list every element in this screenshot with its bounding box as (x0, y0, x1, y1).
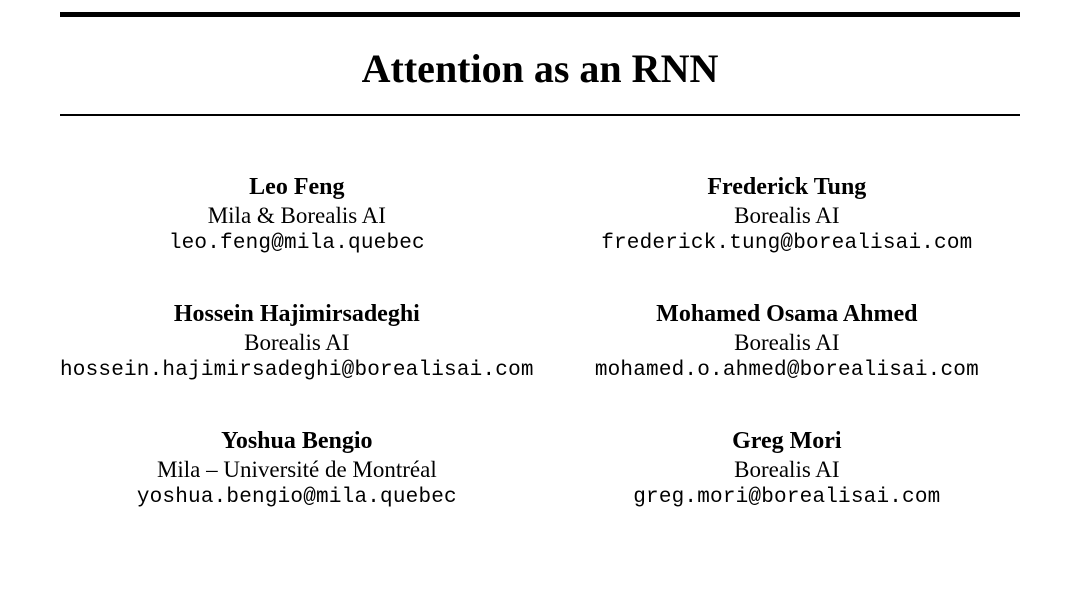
author-affiliation: Mila & Borealis AI (60, 202, 534, 231)
author-name: Frederick Tung (554, 172, 1020, 202)
author-name: Greg Mori (554, 426, 1020, 456)
author-affiliation: Borealis AI (554, 202, 1020, 231)
author-name: Leo Feng (60, 172, 534, 202)
author-email: frederick.tung@borealisai.com (554, 231, 1020, 257)
author-name: Hossein Hajimirsadeghi (60, 299, 534, 329)
author-email: hossein.hajimirsadeghi@borealisai.com (60, 358, 534, 384)
author-affiliation: Borealis AI (60, 329, 534, 358)
paper-title: Attention as an RNN (60, 45, 1020, 92)
author-block: Yoshua Bengio Mila – Université de Montr… (60, 426, 534, 511)
mid-rule (60, 114, 1020, 116)
author-block: Mohamed Osama Ahmed Borealis AI mohamed.… (554, 299, 1020, 384)
author-block: Leo Feng Mila & Borealis AI leo.feng@mil… (60, 172, 534, 257)
author-name: Yoshua Bengio (60, 426, 534, 456)
author-email: yoshua.bengio@mila.quebec (60, 485, 534, 511)
author-block: Greg Mori Borealis AI greg.mori@borealis… (554, 426, 1020, 511)
author-email: greg.mori@borealisai.com (554, 485, 1020, 511)
author-email: mohamed.o.ahmed@borealisai.com (554, 358, 1020, 384)
author-block: Frederick Tung Borealis AI frederick.tun… (554, 172, 1020, 257)
author-email: leo.feng@mila.quebec (60, 231, 534, 257)
author-name: Mohamed Osama Ahmed (554, 299, 1020, 329)
author-affiliation: Borealis AI (554, 456, 1020, 485)
author-affiliation: Borealis AI (554, 329, 1020, 358)
author-affiliation: Mila – Université de Montréal (60, 456, 534, 485)
title-block: Attention as an RNN (60, 17, 1020, 114)
authors-grid: Leo Feng Mila & Borealis AI leo.feng@mil… (60, 172, 1020, 511)
author-block: Hossein Hajimirsadeghi Borealis AI hosse… (60, 299, 534, 384)
